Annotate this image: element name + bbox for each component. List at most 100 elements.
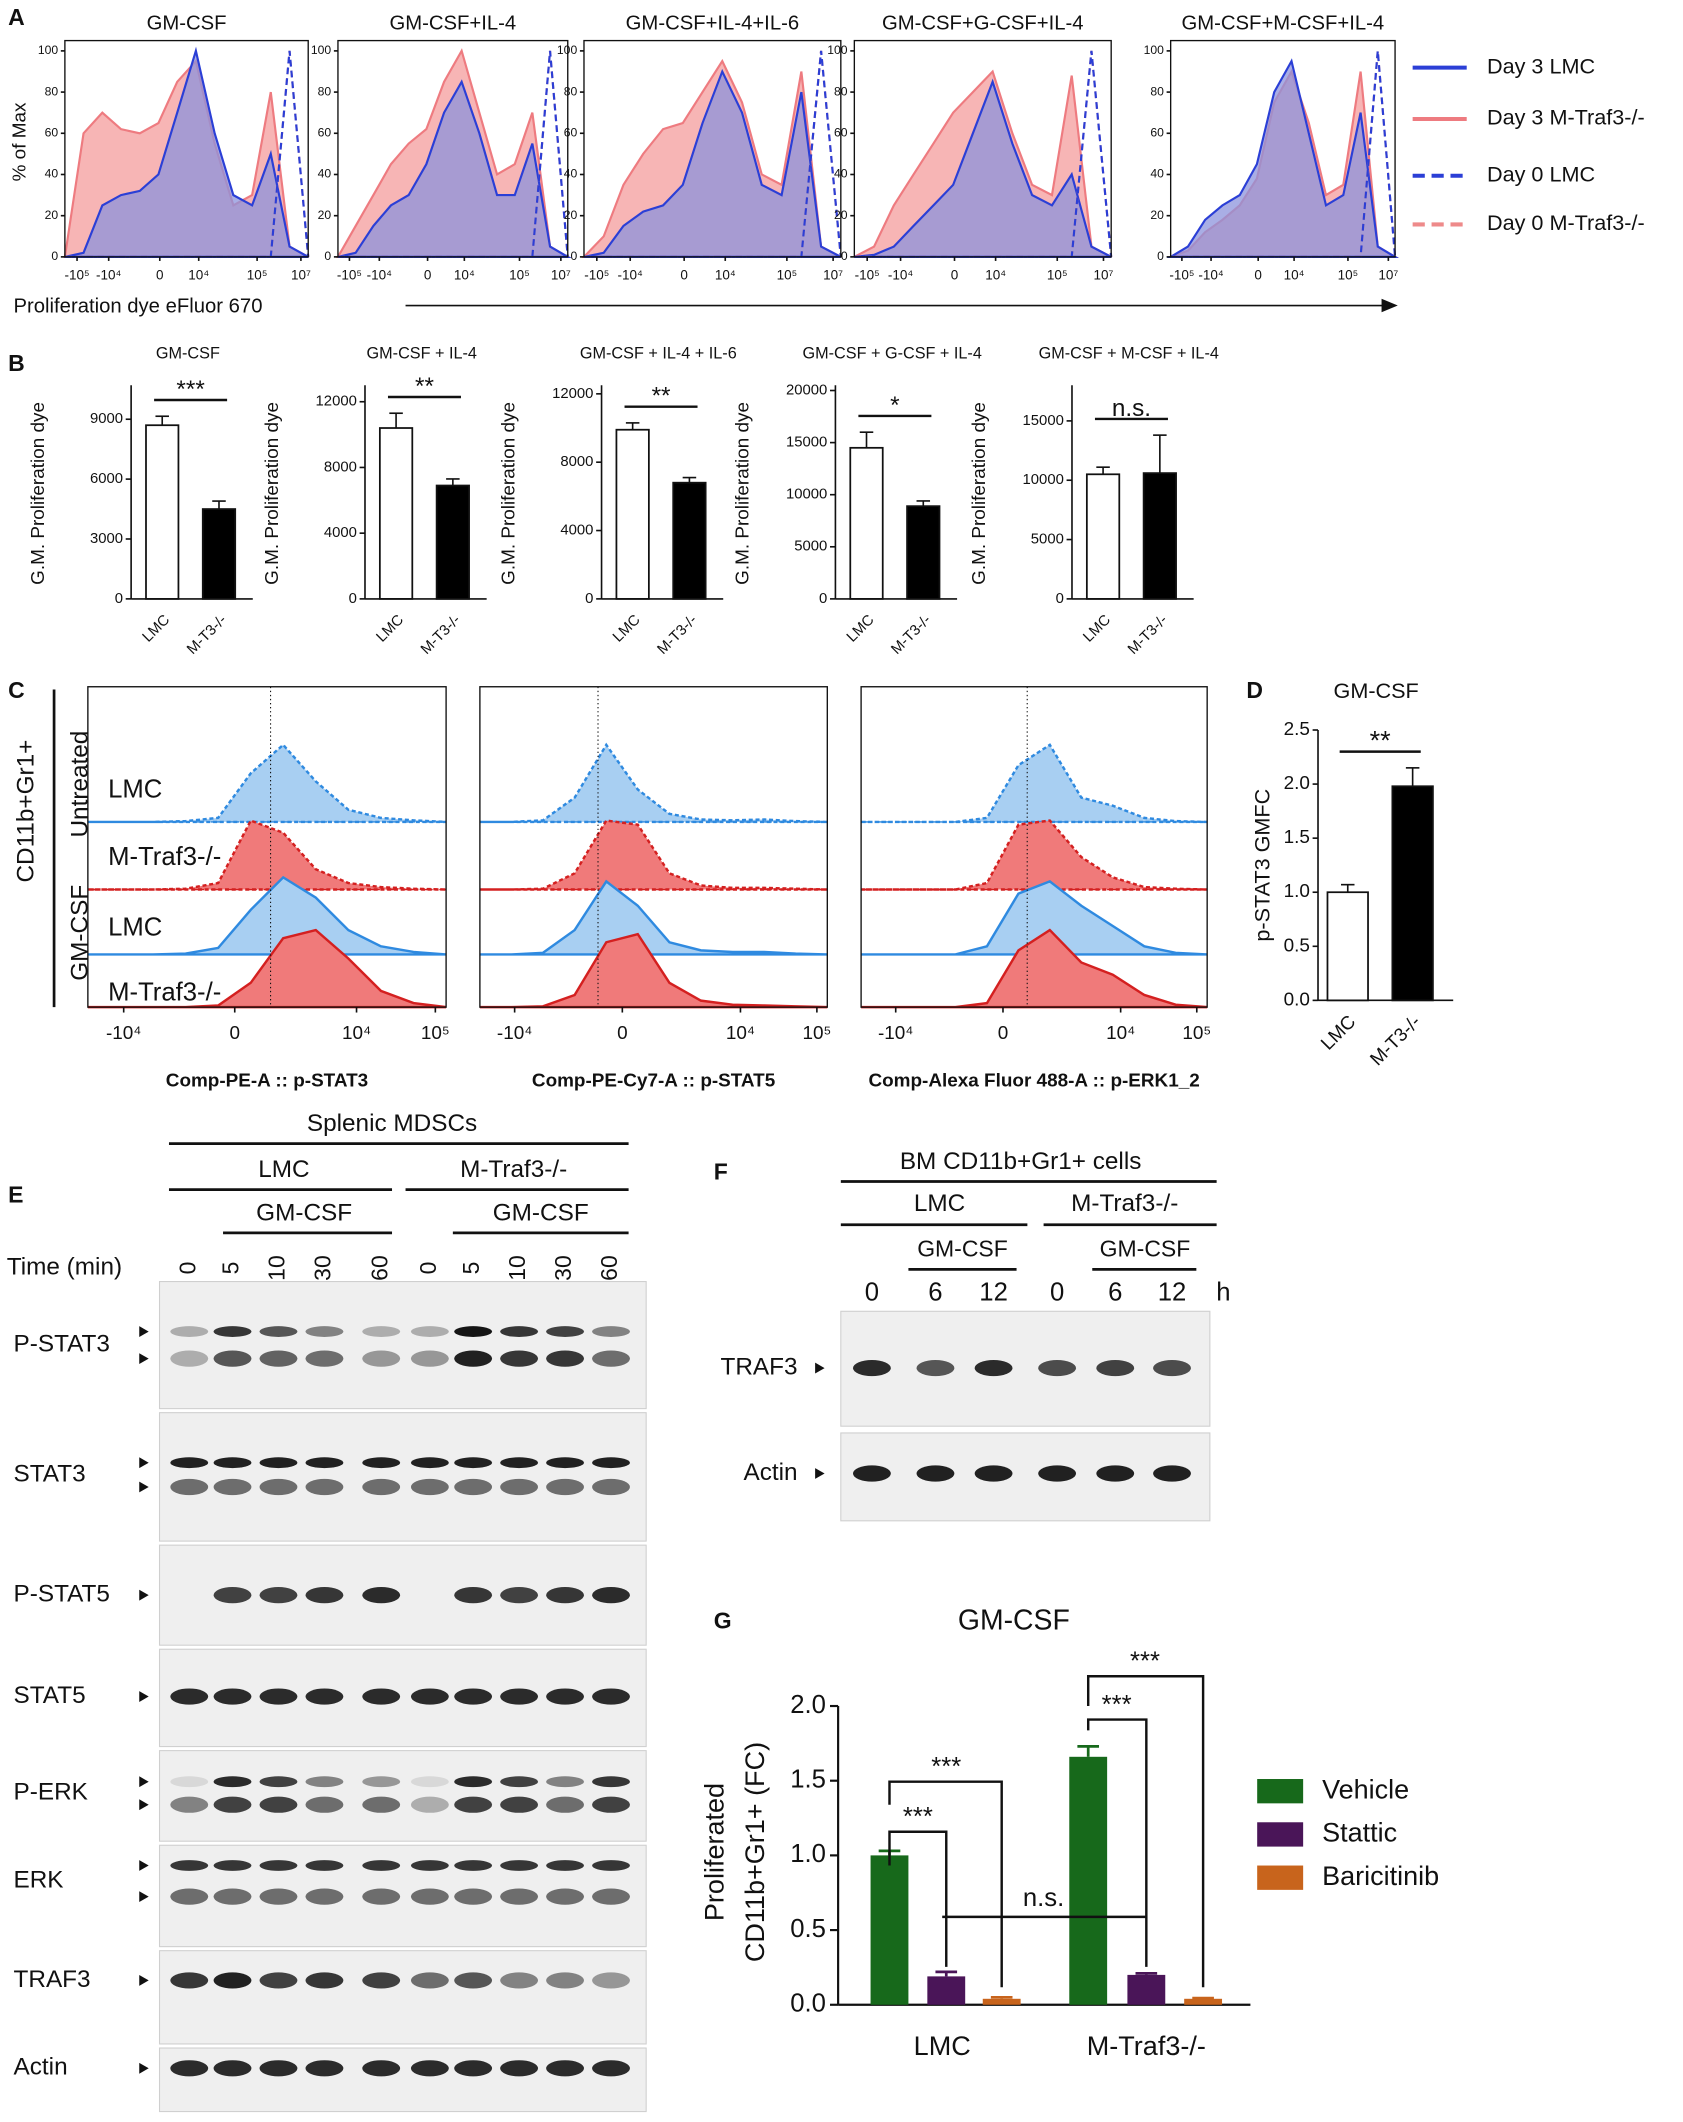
- blot-band: [500, 1888, 539, 1905]
- band-arrow: [815, 1362, 825, 1374]
- blot-band: [213, 1350, 252, 1367]
- blot-band: [362, 1888, 401, 1905]
- blot-band: [454, 1688, 493, 1705]
- x-tick-label: 10⁵: [802, 1023, 831, 1044]
- blot-band: [362, 1796, 401, 1813]
- treatment-label: GM-CSF: [493, 1199, 589, 1226]
- band-arrow: [139, 1589, 149, 1601]
- axis-label: G.M. Proliferation dye: [969, 402, 990, 585]
- x-tick-label: M-Traf3-/-: [1087, 2031, 1206, 2061]
- x-tick-label: 10⁵: [421, 1023, 450, 1044]
- x-tick-label: -10⁵: [855, 267, 880, 282]
- y-tick-label: 0: [819, 591, 827, 607]
- histogram-area: [87, 743, 447, 824]
- y-tick-label: 10000: [786, 487, 827, 503]
- chart-title: GM-CSF + G-CSF + IL-4: [803, 344, 982, 362]
- legend-label: Day 0 M-Traf3-/-: [1487, 210, 1645, 235]
- time-label: 5: [218, 1262, 244, 1275]
- blot-band: [546, 1587, 584, 1604]
- blot-band: [592, 1688, 630, 1705]
- bar: [906, 505, 941, 600]
- x-tick-label: 0: [229, 1023, 240, 1044]
- axis-label: Comp-PE-Cy7-A :: p-STAT5: [532, 1070, 775, 1091]
- arrow-head: [1381, 298, 1398, 313]
- blot-band: [362, 1457, 401, 1469]
- y-tick-label: 0: [51, 249, 58, 263]
- blot-band: [1153, 1465, 1191, 1482]
- plot-frame: [337, 39, 569, 258]
- blot-band: [454, 1350, 493, 1367]
- x-tick-label: LMC: [844, 612, 878, 646]
- bar: [1142, 472, 1177, 600]
- y-tick-label: 80: [1150, 84, 1164, 98]
- blot-band: [410, 1860, 449, 1871]
- significance: ***: [1102, 1691, 1132, 1719]
- histogram-title: GM-CSF+G-CSF+IL-4: [882, 13, 1084, 35]
- blot-row-label: Actin: [14, 2054, 68, 2081]
- blot-band: [410, 1888, 449, 1905]
- bar: [378, 427, 414, 600]
- y-tick-label: 4000: [560, 522, 593, 538]
- x-tick-label: 10⁴: [454, 267, 475, 282]
- y-tick-label: 80: [318, 84, 332, 98]
- significance-bracket: [888, 1830, 948, 1967]
- blot-band: [500, 1796, 539, 1813]
- axis-label: Time (min): [7, 1253, 122, 1280]
- blot-band: [213, 1457, 252, 1469]
- panel-letter: A: [8, 4, 25, 30]
- histogram-area: [337, 79, 572, 258]
- blot-title: BM CD11b+Gr1+ cells: [900, 1148, 1142, 1175]
- legend-label: Day 3 M-Traf3-/-: [1487, 105, 1645, 130]
- significance-bracket: [888, 1780, 1003, 1988]
- x-tick-label: -10⁴: [1198, 267, 1224, 282]
- blot-band: [213, 1888, 252, 1905]
- y-tick-label: 40: [45, 167, 59, 181]
- bar: [849, 446, 884, 600]
- row-label: LMC: [108, 914, 162, 942]
- blot-band: [592, 1478, 630, 1496]
- blot-band: [592, 1860, 630, 1871]
- blot-band: [305, 1326, 344, 1337]
- blot-band: [592, 1457, 630, 1469]
- significance: n.s.: [1023, 1884, 1064, 1912]
- blot-band: [1096, 1465, 1135, 1482]
- axis-label: Proliferation dye eFluor 670: [14, 295, 263, 317]
- blot-band: [546, 1457, 584, 1469]
- bar: [982, 1998, 1021, 2005]
- x-tick-label: 10⁴: [342, 1023, 371, 1044]
- blot-band: [259, 1796, 298, 1813]
- significance: ***: [903, 1803, 933, 1831]
- blot-band: [546, 1888, 584, 1905]
- blot-band: [362, 1350, 401, 1367]
- band-arrow: [139, 1457, 149, 1469]
- blot-band: [410, 1776, 449, 1788]
- y-tick-label: 0: [115, 591, 123, 607]
- blot-band: [259, 2060, 298, 2077]
- blot-band: [454, 2060, 493, 2077]
- blot-band: [170, 1478, 209, 1496]
- blot-band: [213, 1776, 252, 1788]
- group-label: GM-CSF: [67, 885, 94, 981]
- blot-band: [259, 1457, 298, 1469]
- blot-band: [170, 1796, 209, 1813]
- blot-band: [546, 1326, 584, 1337]
- time-label: 10: [504, 1255, 530, 1281]
- histogram-title: GM-CSF+IL-4: [390, 13, 517, 35]
- blot-band: [362, 1860, 401, 1871]
- legend-swatch: [1257, 1865, 1304, 1890]
- x-tick-label: 10⁵: [1047, 267, 1068, 282]
- x-tick-label: 0: [1254, 267, 1262, 282]
- x-tick-label: 10⁷: [1094, 267, 1114, 282]
- blot-band: [170, 1888, 209, 1905]
- y-tick-label: 60: [834, 126, 848, 140]
- time-label: 0: [865, 1278, 879, 1306]
- legend-label: Vehicle: [1322, 1774, 1409, 1804]
- significance: **: [415, 373, 434, 400]
- blot-band: [362, 1326, 401, 1337]
- y-tick-label: 80: [45, 84, 59, 98]
- blot-band: [500, 1972, 539, 1989]
- y-tick-label: 0: [1056, 591, 1064, 607]
- blot-band: [410, 1478, 449, 1496]
- plot-frame: [64, 39, 309, 258]
